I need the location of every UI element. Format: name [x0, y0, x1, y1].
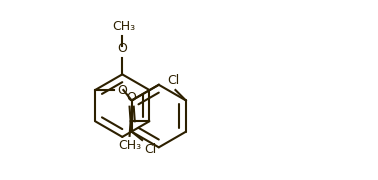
Text: Cl: Cl: [167, 74, 180, 87]
Text: CH₃: CH₃: [112, 20, 135, 33]
Text: Cl: Cl: [144, 143, 156, 156]
Text: O: O: [117, 42, 127, 55]
Text: O: O: [117, 84, 127, 96]
Text: O: O: [127, 91, 136, 104]
Text: CH₃: CH₃: [118, 139, 141, 152]
